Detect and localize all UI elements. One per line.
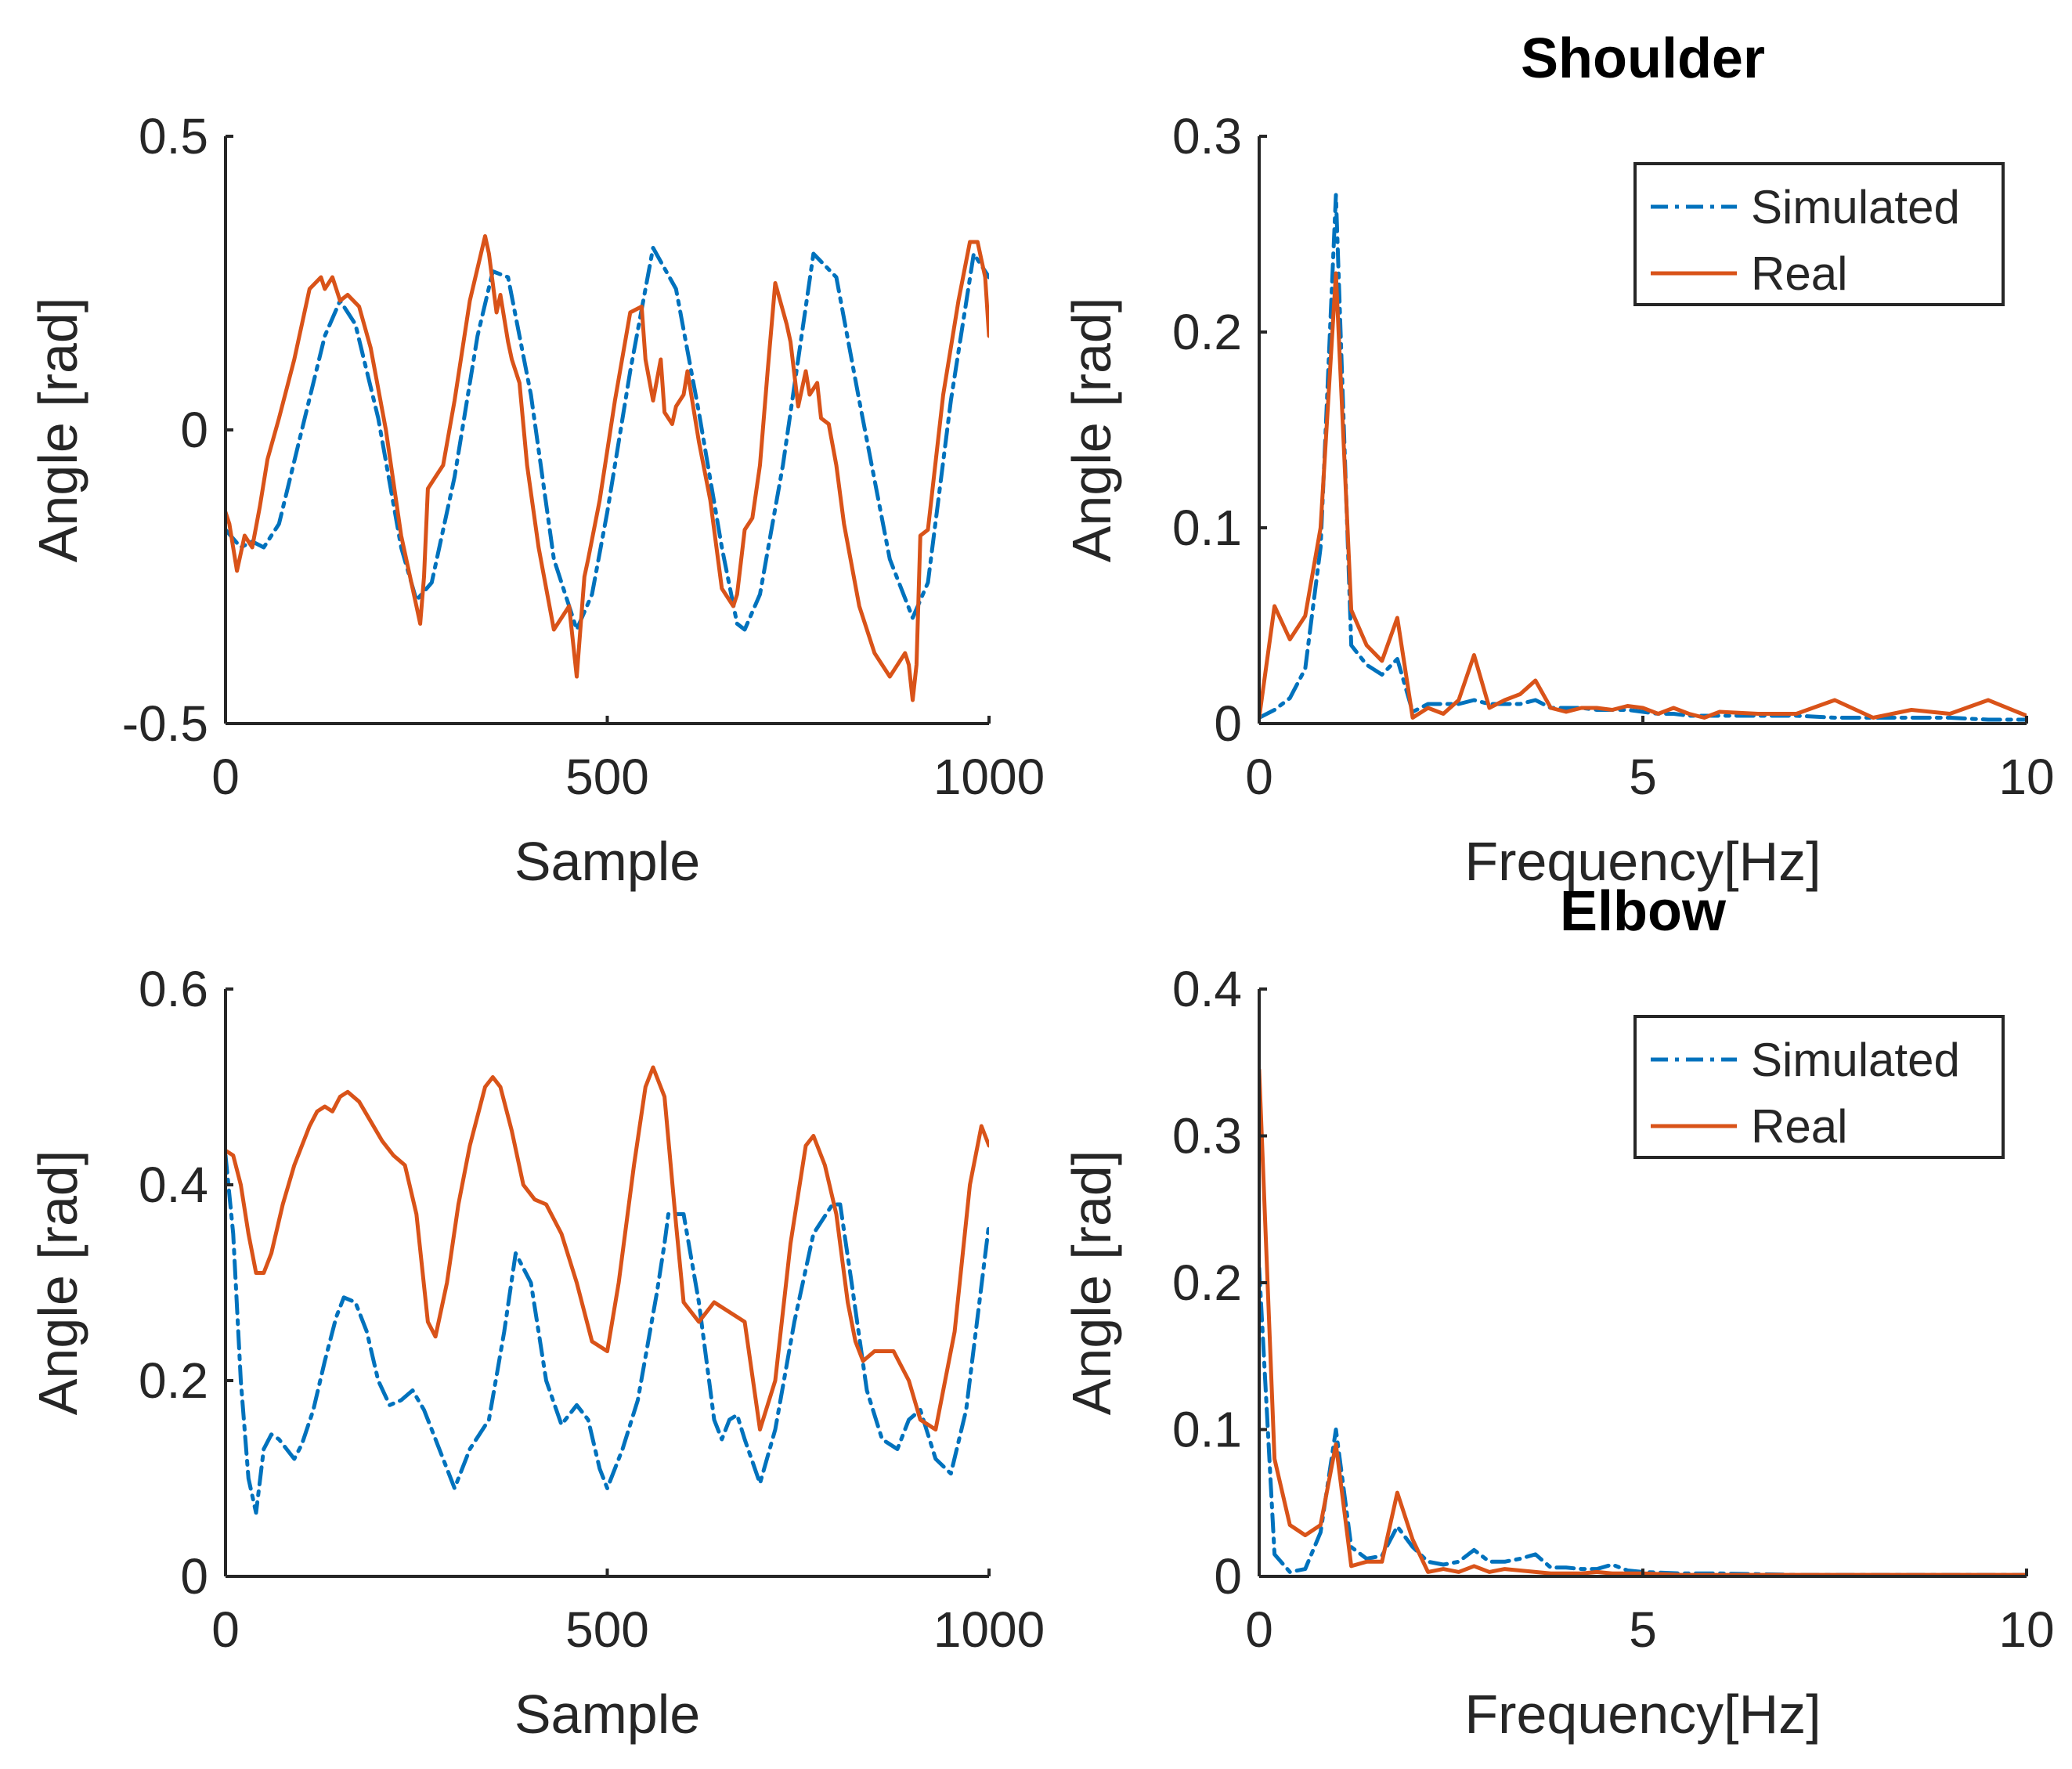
elbow-time-series-real-line	[226, 1065, 989, 1431]
elbow-freq-y-axis-label: Angle [rad]	[1061, 1150, 1122, 1416]
elbow-freq-y-tick-label: 0.3	[1172, 1108, 1242, 1164]
shoulder-freq-y-tick-label: 0	[1214, 695, 1242, 752]
elbow-freq-x-tick-label: 10	[1998, 1601, 2054, 1658]
shoulder-freq-series-real-line	[1259, 271, 2027, 720]
elbow-freq-legend-box	[1633, 1015, 2005, 1159]
elbow-freq-y-tick-label: 0	[1214, 1548, 1242, 1605]
shoulder-freq-y-tick-label: 0.3	[1172, 108, 1242, 164]
elbow-time-y-axis-label: Angle [rad]	[27, 1150, 88, 1416]
elbow-freq-panel: 0 5 10 0 0.1 0.2 0.3 0.4 Frequency[Hz] Angle [rad…	[1061, 880, 2055, 1745]
elbow-time-x-tick-label: 500	[565, 1601, 649, 1658]
elbow-time-series-simulated-line	[226, 1153, 989, 1515]
elbow-freq-legend-label-simulated: Simulated	[1751, 1034, 1960, 1086]
shoulder-time-y-tick-label: 0.5	[139, 108, 208, 164]
shoulder-time-x-tick-label: 1000	[933, 749, 1045, 805]
elbow-time-x-axis-label: Sample	[514, 1684, 700, 1745]
shoulder-time-x-axis-label: Sample	[514, 831, 700, 892]
shoulder-freq-legend-label-simulated: Simulated	[1751, 181, 1960, 233]
elbow-time-panel: 0 500 1000 0 0.2 0.4 0.6 Sample Angle [rad]	[27, 961, 1045, 1745]
shoulder-time-x-tick-label: 0	[211, 749, 240, 805]
shoulder-freq-x-tick-label: 10	[1998, 749, 2054, 805]
shoulder-time-y-axis-label: Angle [rad]	[27, 298, 88, 563]
shoulder-freq-title: Shoulder	[1521, 27, 1765, 90]
elbow-freq-y-tick-label: 0.1	[1172, 1402, 1242, 1458]
elbow-freq-x-tick-label: 5	[1629, 1601, 1657, 1658]
elbow-time-y-tick-label: 0.4	[139, 1157, 208, 1213]
shoulder-freq-y-axis-label: Angle [rad]	[1061, 298, 1122, 563]
elbow-time-x-tick-label: 0	[211, 1601, 240, 1658]
shoulder-freq-x-tick-label: 0	[1245, 749, 1273, 805]
elbow-freq-y-tick-label: 0.4	[1172, 961, 1242, 1017]
shoulder-freq-panel: 0 5 10 0 0.1 0.2 0.3 Frequency[Hz] Angle [rad] Sh…	[1061, 27, 2055, 892]
shoulder-freq-legend-box	[1633, 162, 2005, 306]
shoulder-time-x-tick-label: 500	[565, 749, 649, 805]
elbow-time-x-tick-label: 1000	[933, 1601, 1045, 1658]
shoulder-freq-x-axis-label: Frequency[Hz]	[1464, 831, 1821, 892]
shoulder-time-series-real-line	[226, 234, 989, 702]
elbow-time-y-tick-label: 0.2	[139, 1352, 208, 1409]
shoulder-freq-legend-label-real: Real	[1751, 247, 1847, 300]
elbow-freq-x-axis-label: Frequency[Hz]	[1464, 1684, 1821, 1745]
elbow-freq-y-tick-label: 0.2	[1172, 1255, 1242, 1311]
shoulder-freq-y-tick-label: 0.1	[1172, 500, 1242, 556]
elbow-time-y-tick-label: 0.6	[139, 961, 208, 1017]
shoulder-time-y-tick-label: 0	[180, 402, 208, 458]
elbow-freq-title: Elbow	[1560, 880, 1727, 943]
shoulder-freq-y-tick-label: 0.2	[1172, 304, 1242, 360]
elbow-freq-series-real-line	[1259, 1067, 2027, 1576]
elbow-freq-x-tick-label: 0	[1245, 1601, 1273, 1658]
shoulder-freq-x-tick-label: 5	[1629, 749, 1657, 805]
shoulder-time-series-simulated-line	[226, 246, 989, 632]
elbow-time-y-tick-label: 0	[180, 1548, 208, 1605]
elbow-freq-legend-label-real: Real	[1751, 1100, 1847, 1153]
shoulder-time-y-tick-label: -0.5	[122, 695, 208, 752]
